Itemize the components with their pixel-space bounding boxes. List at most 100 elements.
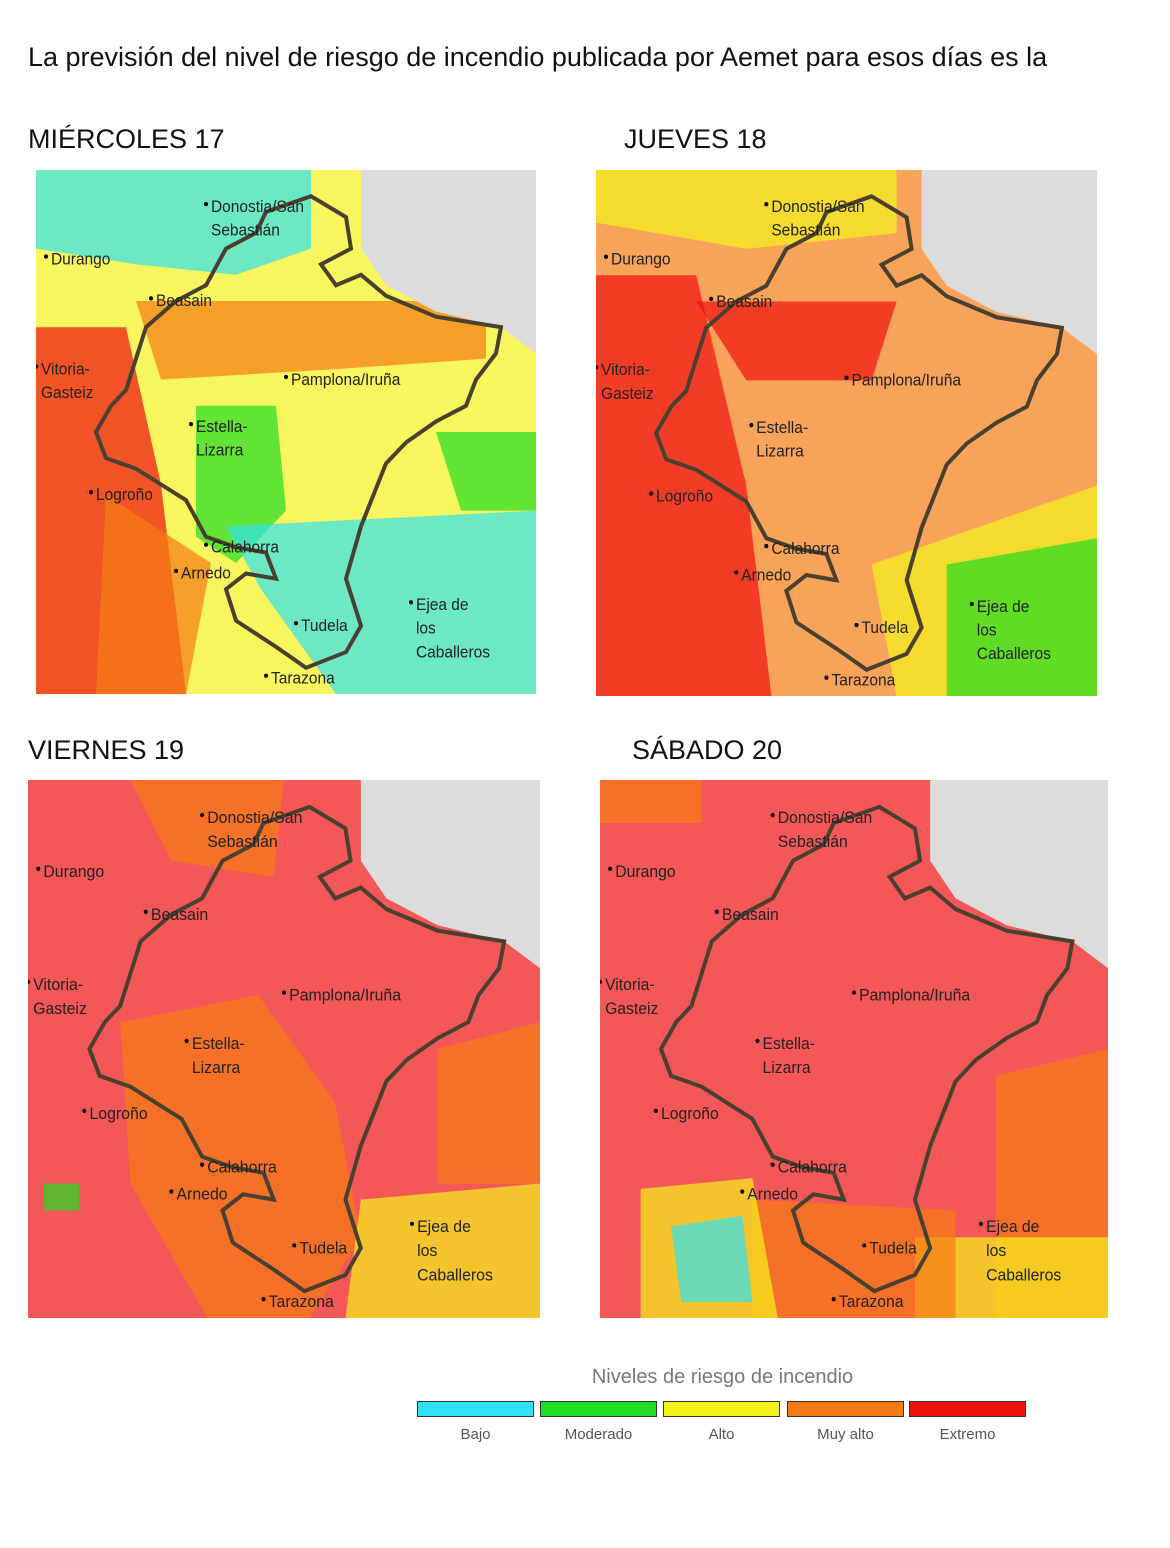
map-title: SÁBADO 20 [632,735,783,765]
city-dot [862,1243,867,1248]
city-dot [204,542,208,547]
city-label: Caballeros [416,644,490,661]
city-dot [169,1189,174,1194]
city-label: Estella- [756,420,808,437]
risk-area [946,538,1097,696]
city-dot [89,490,93,495]
legend-swatch [787,1401,904,1417]
city-dot [740,1189,745,1194]
risk-area [671,1215,753,1302]
city-label: Durango [43,862,104,880]
city-label: Sebastián [207,833,278,851]
city-label: Arnedo [741,567,791,584]
city-label: Vitoria- [605,975,655,994]
legend-swatch [540,1401,657,1417]
map: Donostia/San Sebastián Durango Beasain Vitor… [600,780,1108,1318]
city-dot [831,1297,836,1302]
legend-label: Moderado [564,1426,633,1443]
risk-area [136,301,486,380]
city-dot [749,423,754,428]
city-label: Pamplona/Iruña [852,372,962,389]
sea-france [360,780,540,969]
city-label: Calahorra [207,1158,278,1176]
city-label: Arnedo [176,1185,227,1203]
map-title: VIERNES 19 [28,735,185,765]
city-label: Donostia/San [207,809,302,827]
city-label: Tudela [869,1239,917,1258]
city-dot [294,621,298,626]
legend-swatch [909,1401,1026,1417]
map-title: JUEVES 18 [624,124,767,154]
city-label: los [977,622,997,639]
risk-area [196,405,286,563]
city-label: Arnedo [747,1185,798,1204]
city-dot [770,1162,775,1167]
risk-area [437,1022,540,1184]
risk-area [596,170,897,249]
city-dot [200,1162,205,1167]
city-label: Donostia/San [211,199,304,216]
city-label: Beasain [722,905,779,924]
risk-area [914,1237,1108,1318]
sea-france [361,170,536,354]
legend-label: Alto [708,1426,735,1443]
risk-area [752,1199,956,1318]
city-dot [649,491,654,496]
city-label: Pamplona/Iruña [289,986,402,1004]
city-label: Gasteiz [33,1000,87,1018]
navarra-border [661,807,1072,1291]
legend-label: Bajo [460,1426,491,1443]
city-label: Estella- [763,1035,815,1054]
risk-area [696,301,897,381]
city-label: los [417,1242,437,1260]
sea-france [930,780,1108,969]
map: Donostia/San Sebastián Durango Beasain Vitor… [596,170,1097,696]
city-label: Durango [611,251,671,268]
risk-area [436,432,536,511]
city-label: Arnedo [181,565,231,582]
risk-area [96,494,211,694]
city-dot [709,296,714,301]
city-label: Tarazona [831,672,895,689]
legend-swatch [663,1401,780,1417]
risk-area [36,170,311,275]
city-label: Lizarra [763,1059,812,1078]
city-label: Logroño [96,487,153,504]
map-title: MIÉRCOLES 17 [28,124,225,154]
city-label: Vitoria- [33,975,83,993]
city-label: Caballeros [977,646,1051,663]
city-label: Pamplona/Iruña [859,986,971,1005]
city-dot [44,254,48,259]
risk-area [130,780,284,877]
city-label: Logroño [656,488,713,505]
city-dot [143,909,148,914]
city-dot [149,296,153,301]
navarra-border [96,196,501,668]
map: Donostia/San Sebastián Durango Beasain Vitor… [36,170,536,694]
city-label: Vitoria- [601,362,650,379]
city-label: Gasteiz [601,385,654,402]
city-dot [409,600,413,605]
city-dot [28,979,31,984]
city-label: Sebastián [778,833,848,852]
risk-area [43,1183,80,1211]
city-label: los [986,1242,1006,1261]
city-label: Tarazona [269,1293,335,1311]
city-label: Estella- [192,1035,245,1053]
city-label: Lizarra [756,443,804,460]
city-label: Durango [615,862,675,881]
city-dot [755,1038,760,1044]
city-dot [764,543,769,549]
city-label: Beasain [156,293,212,310]
city-dot [36,866,41,871]
city-label: Durango [51,251,111,268]
city-label: Tarazona [271,670,335,687]
city-label: Calahorra [778,1158,848,1177]
city-dot [734,570,739,575]
risk-area [226,510,536,694]
city-dot [604,254,609,259]
city-dot [764,202,769,207]
legend-label: Muy alto [817,1426,874,1443]
legend-title: Niveles de riesgo de incendio [591,1366,854,1388]
